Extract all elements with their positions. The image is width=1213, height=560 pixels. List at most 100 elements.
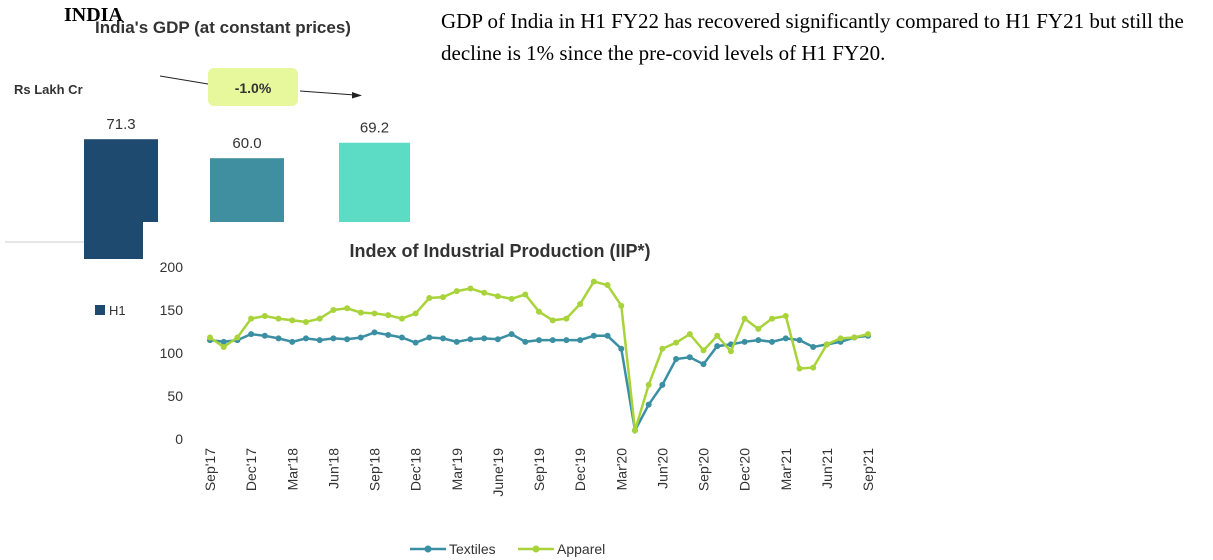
annotation: -1.0% <box>235 80 272 96</box>
x-tick-label: Dec'20 <box>737 448 753 491</box>
point <box>741 338 748 345</box>
x-tick-label: Dec'17 <box>243 448 259 491</box>
x-tick-label: Jun'18 <box>325 448 341 489</box>
point <box>275 335 282 342</box>
point <box>631 427 638 434</box>
point <box>316 315 323 322</box>
point <box>673 339 680 346</box>
x-tick-label: Sep'19 <box>531 448 547 491</box>
paragraph: GDP of India in H1 FY22 has recovered si… <box>441 9 1184 65</box>
point <box>330 307 337 313</box>
point <box>536 308 542 315</box>
point <box>302 335 309 342</box>
point <box>782 313 789 320</box>
point <box>508 295 515 302</box>
point <box>686 331 693 338</box>
point <box>398 334 405 341</box>
data-label: 69.2 <box>360 120 389 137</box>
legend-marker <box>424 545 432 553</box>
cover <box>143 290 183 320</box>
point <box>426 334 433 341</box>
point <box>289 338 296 345</box>
legend-label: H1 <box>109 303 126 318</box>
point <box>261 313 268 320</box>
point <box>385 312 392 319</box>
x-tick-label: Mar'20 <box>613 448 629 491</box>
point <box>659 345 666 352</box>
x-tick-label: Dec'19 <box>572 448 588 491</box>
point <box>275 315 282 322</box>
x-tick-label: Jun'21 <box>819 448 835 489</box>
point <box>673 356 680 363</box>
point <box>481 289 488 296</box>
point <box>344 336 351 343</box>
point <box>289 317 296 324</box>
point <box>700 347 707 354</box>
point <box>837 335 844 342</box>
point <box>686 354 693 361</box>
point <box>316 337 323 344</box>
point <box>398 315 405 322</box>
point <box>700 361 707 368</box>
point <box>755 325 762 332</box>
point <box>522 338 529 345</box>
point <box>220 338 227 345</box>
point <box>741 315 748 322</box>
point <box>865 331 871 338</box>
legend-marker <box>532 545 540 553</box>
point <box>549 337 556 344</box>
x-tick-label: Mar'19 <box>449 448 465 491</box>
point <box>330 335 337 342</box>
point <box>796 337 803 344</box>
heading: INDIA <box>64 4 123 26</box>
unit-label: Rs Lakh Cr <box>14 82 83 97</box>
point <box>755 337 762 344</box>
arrow-line <box>299 90 356 96</box>
x-tick-label: June'19 <box>490 448 506 497</box>
point <box>563 337 570 344</box>
legend-label: Apparel <box>557 541 605 557</box>
y-tick-label: 200 <box>160 259 184 275</box>
x-tick-label: Mar'21 <box>778 448 794 491</box>
point <box>426 294 433 301</box>
point <box>494 336 501 343</box>
annotation-box <box>208 68 298 106</box>
point <box>522 291 529 298</box>
point <box>659 381 666 388</box>
point <box>467 336 474 343</box>
point <box>261 332 268 339</box>
point <box>494 293 501 300</box>
point <box>248 315 255 322</box>
chart-background <box>143 222 1213 560</box>
point <box>371 329 378 336</box>
point <box>248 331 255 338</box>
point <box>645 381 652 388</box>
iip-chart: Index of Industrial Production (IIP*) 0 5… <box>160 241 876 557</box>
point <box>727 348 734 355</box>
x-tick-label: Sep'21 <box>860 448 876 491</box>
point <box>769 315 776 322</box>
point <box>234 334 241 341</box>
legend-label: Textiles <box>449 541 496 557</box>
point <box>645 401 652 408</box>
point <box>590 278 597 285</box>
point <box>440 335 447 342</box>
x-tick-label: Sep'20 <box>696 448 712 491</box>
x-tick-label: Jun'20 <box>654 448 670 489</box>
y-tick-label: 50 <box>167 388 183 404</box>
point <box>344 305 351 312</box>
point <box>810 364 817 371</box>
point <box>563 315 570 322</box>
point <box>440 294 447 301</box>
arrow-head <box>352 92 362 99</box>
point <box>371 310 378 317</box>
x-tick-label: Sep'18 <box>367 448 383 491</box>
data-label: 71.3 <box>106 116 135 133</box>
point <box>412 310 419 317</box>
point <box>604 332 611 339</box>
point <box>618 345 625 352</box>
point <box>810 343 817 350</box>
x-tick-label: Mar'18 <box>284 448 300 491</box>
y-tick-label: 100 <box>160 345 184 361</box>
